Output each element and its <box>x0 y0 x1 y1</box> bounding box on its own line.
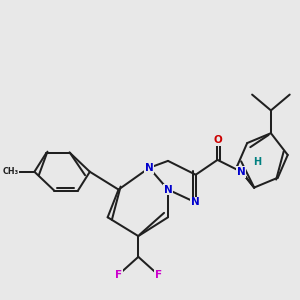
Text: N: N <box>145 163 154 173</box>
Text: CH₃: CH₃ <box>3 167 19 176</box>
Text: N: N <box>164 184 172 195</box>
Text: F: F <box>154 270 162 280</box>
Text: F: F <box>115 270 122 280</box>
Text: N: N <box>237 167 246 177</box>
Text: H: H <box>253 157 261 167</box>
Text: N: N <box>191 197 200 207</box>
Text: O: O <box>213 135 222 145</box>
